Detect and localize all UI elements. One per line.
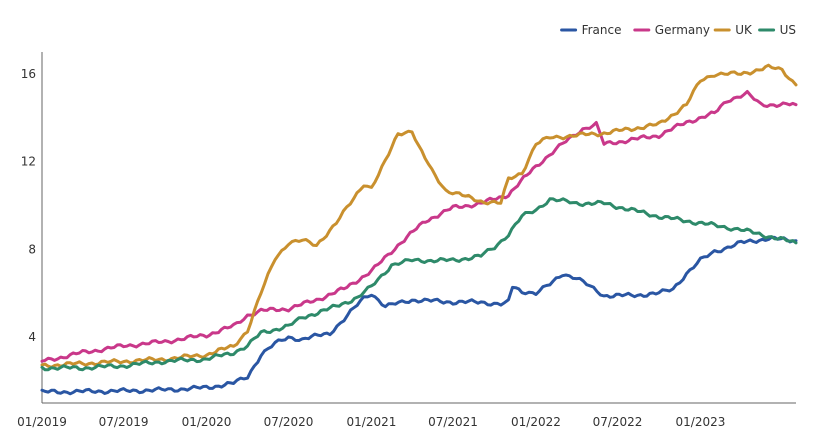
y-tick-label: 16 [21,67,36,81]
legend-label: France [582,23,622,37]
x-tick-label: 01/2019 [17,415,67,429]
series-line-uk [40,63,798,369]
series-line-france [40,235,798,396]
legend-label: UK [735,23,753,37]
axes [41,52,796,404]
x-tick-label: 01/2023 [676,415,726,429]
x-tick-label: 01/2021 [347,415,397,429]
series-line-germany [40,90,798,363]
series-line-us [40,197,798,372]
legend-item-germany: Germany [633,23,710,37]
y-axis-ticks: 4 8 12 16 [21,67,36,344]
legend-item-us: US [758,23,796,37]
x-tick-label: 07/2022 [593,415,643,429]
legend-label: Germany [655,23,710,37]
legend-item-uk: UK [713,23,753,37]
y-tick-label: 8 [28,242,36,256]
legend-label: US [780,23,796,37]
series-lines [40,63,798,396]
x-tick-label: 07/2020 [264,415,314,429]
y-tick-label: 12 [21,155,36,169]
x-tick-label: 07/2019 [99,415,149,429]
x-tick-label: 07/2021 [428,415,478,429]
x-axis-ticks: 01/2019 07/2019 01/2020 07/2020 01/2021 07/20… [17,415,725,429]
x-tick-label: 01/2020 [182,415,232,429]
y-tick-label: 4 [28,330,36,344]
legend: France Germany UK US [560,23,796,37]
x-tick-label: 01/2022 [511,415,561,429]
legend-item-france: France [560,23,622,37]
